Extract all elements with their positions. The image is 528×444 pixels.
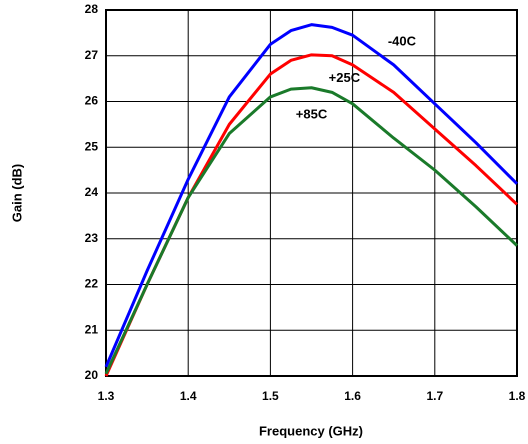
series-line <box>104 23 519 368</box>
x-tick-label: 1.8 <box>509 389 526 403</box>
series-label: +85C <box>296 107 328 122</box>
x-tick-label: 1.7 <box>426 389 443 403</box>
series-line <box>104 53 519 377</box>
x-tick-label: 1.3 <box>98 389 115 403</box>
y-axis-title: Gain (dB) <box>9 164 24 223</box>
series-label: -40C <box>388 33 417 48</box>
plot-frame <box>105 9 518 377</box>
series-line <box>104 86 519 375</box>
y-tick-label: 28 <box>85 2 99 16</box>
y-tick-label: 26 <box>85 94 99 108</box>
y-tick-label: 22 <box>85 277 99 291</box>
y-tick-label: 21 <box>85 322 99 336</box>
y-tick-label: 24 <box>85 185 99 199</box>
x-tick-label: 1.6 <box>344 389 361 403</box>
y-tick-label: 27 <box>85 48 99 62</box>
x-tick-label: 1.4 <box>180 389 197 403</box>
y-tick-label: 23 <box>85 231 99 245</box>
y-tick-label: 25 <box>85 139 99 153</box>
y-tick-label: 20 <box>85 368 99 382</box>
x-axis-title: Frequency (GHz) <box>259 423 363 438</box>
x-tick-label: 1.5 <box>262 389 279 403</box>
series-label: +25C <box>329 70 361 85</box>
